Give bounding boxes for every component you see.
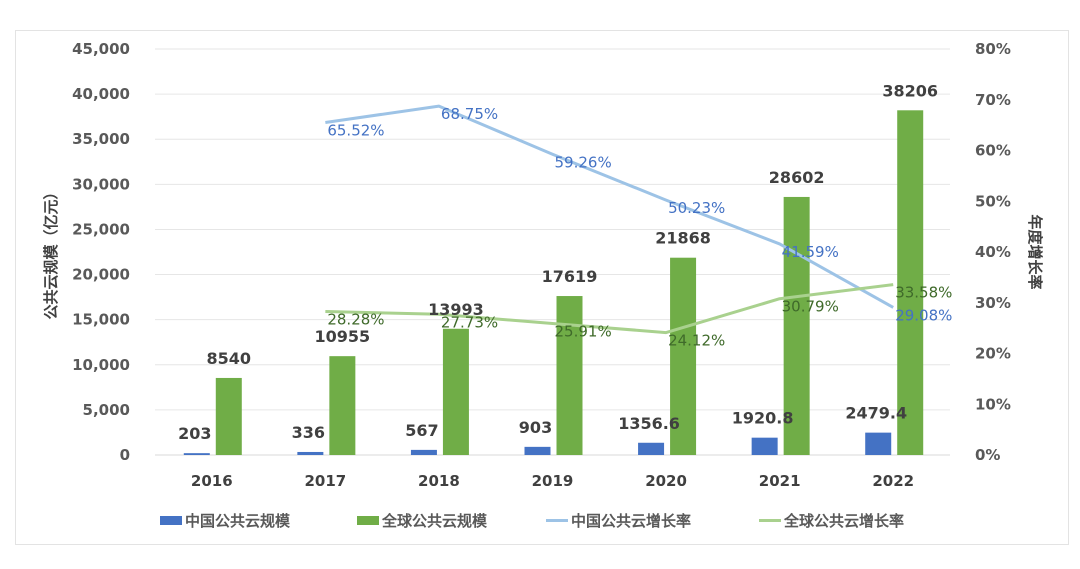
left-axis-tick: 10,000: [72, 356, 130, 374]
line-label-china: 41.59%: [782, 243, 839, 261]
bar-global: [442, 328, 469, 455]
bar-label-china: 2479.4: [845, 404, 907, 423]
line-label-global: 33.58%: [895, 284, 952, 302]
line-label-china: 68.75%: [441, 105, 498, 123]
right-axis-tick: 40%: [975, 243, 1011, 261]
bar-label-china: 1920.8: [732, 409, 794, 428]
left-axis-tick: 35,000: [72, 130, 130, 148]
bar-china: [751, 437, 778, 455]
right-axis-tick: 30%: [975, 294, 1011, 312]
legend-item-global-scale: 全球公共云规模: [357, 508, 487, 532]
legend-label: 中国公共云规模: [185, 511, 291, 530]
x-axis-label: 2022: [872, 472, 914, 490]
line-label-china: 65.52%: [327, 121, 384, 139]
legend-swatch-blue-bar: [160, 515, 182, 525]
bar-label-china: 903: [519, 418, 552, 437]
line-global-growth: [325, 283, 894, 335]
left-axis-tick: 20,000: [72, 266, 130, 284]
left-axis-tick: 15,000: [72, 311, 130, 329]
right-axis-tick: 70%: [975, 91, 1011, 109]
left-axis-ticks: 0 5,000 10,000 15,000 20,000 25,000 30,000 35,0…: [72, 40, 130, 464]
right-axis-tick: 20%: [975, 345, 1011, 363]
bar-label-global: 17619: [542, 267, 598, 286]
legend-label: 全球公共云规模: [382, 511, 488, 530]
right-axis-tick: 0%: [975, 446, 1000, 464]
bar-label-global: 38206: [882, 81, 938, 100]
bar-china: [410, 449, 437, 455]
x-axis-label: 2016: [191, 472, 233, 490]
bar-data-labels: 203 8540 336 10955 567 13993 903 17619 1356.6 218…: [178, 81, 938, 443]
line-label-global: 24.12%: [668, 332, 725, 350]
legend-item-global-growth: 全球公共云增长率: [759, 508, 904, 532]
right-axis-tick: 80%: [975, 40, 1011, 58]
x-axis-label: 2020: [645, 472, 687, 490]
bar-label-china: 567: [405, 421, 438, 440]
line-label-china: 50.23%: [668, 199, 725, 217]
left-axis-tick: 40,000: [72, 85, 130, 103]
bar-label-china: 203: [178, 424, 211, 443]
chart-frame: [15, 30, 1069, 545]
x-axis-label: 2021: [759, 472, 801, 490]
bar-label-global: 13993: [428, 300, 484, 319]
legend-swatch-green-line: [759, 518, 781, 522]
left-axis-title: 公共云规模（亿元）: [42, 184, 60, 319]
line-series: [325, 104, 894, 335]
x-axis-label: 2017: [304, 472, 346, 490]
left-axis-tick: 45,000: [72, 40, 130, 58]
bar-china: [638, 442, 665, 455]
left-axis-tick: 5,000: [83, 401, 130, 419]
legend-swatch-green-bar: [357, 515, 379, 525]
bar-label-china: 336: [292, 423, 325, 442]
line-label-global: 27.73%: [441, 313, 498, 331]
x-axis-label: 2018: [418, 472, 460, 490]
bar-china: [297, 451, 324, 455]
bar-global: [783, 196, 810, 455]
bar-global: [556, 296, 583, 455]
right-axis-tick: 60%: [975, 142, 1011, 160]
right-axis-ticks: 0% 10% 20% 30% 40% 50% 60% 70% 80%: [975, 40, 1011, 464]
bar-label-global: 8540: [207, 349, 252, 368]
line-label-china: 59.26%: [555, 153, 612, 171]
line-label-global: 25.91%: [555, 323, 612, 341]
right-axis-tick: 10%: [975, 395, 1011, 413]
gridlines: [155, 48, 950, 456]
right-axis-title: 年度增长率: [1026, 214, 1044, 289]
line-label-global: 28.28%: [327, 310, 384, 328]
left-axis-tick: 0: [120, 446, 130, 464]
line-label-global: 30.79%: [782, 298, 839, 316]
bar-china: [865, 432, 892, 455]
x-axis-labels: 2016 2017 2018 2019 2020 2021 2022: [191, 472, 914, 490]
bar-label-china: 1356.6: [618, 414, 680, 433]
legend-item-china-scale: 中国公共云规模: [160, 508, 290, 532]
bar-china: [524, 446, 551, 455]
bar-label-global: 10955: [315, 327, 371, 346]
left-axis-tick: 25,000: [72, 220, 130, 238]
right-axis-tick: 50%: [975, 192, 1011, 210]
line-label-china: 29.08%: [895, 306, 952, 324]
bar-label-global: 21868: [655, 229, 711, 248]
bar-series: [183, 110, 924, 456]
left-axis-tick: 30,000: [72, 175, 130, 193]
bar-global: [670, 257, 697, 455]
bar-global: [329, 356, 356, 455]
line-data-labels: 65.52% 68.75% 59.26% 50.23% 41.59% 29.08% 28.2…: [327, 105, 952, 349]
bar-china: [183, 453, 210, 455]
legend-label: 中国公共云增长率: [571, 511, 692, 530]
legend-swatch-blue-line: [546, 518, 568, 522]
legend-label: 全球公共云增长率: [784, 511, 905, 530]
legend: 中国公共云规模 全球公共云规模 中国公共云增长率 全球公共云增长率: [0, 508, 1080, 532]
line-china-growth: [325, 104, 894, 309]
bar-global: [215, 377, 242, 455]
x-axis-label: 2019: [532, 472, 574, 490]
bar-global: [897, 110, 924, 456]
legend-item-china-growth: 中国公共云增长率: [546, 508, 691, 532]
bar-label-global: 28602: [769, 168, 825, 187]
